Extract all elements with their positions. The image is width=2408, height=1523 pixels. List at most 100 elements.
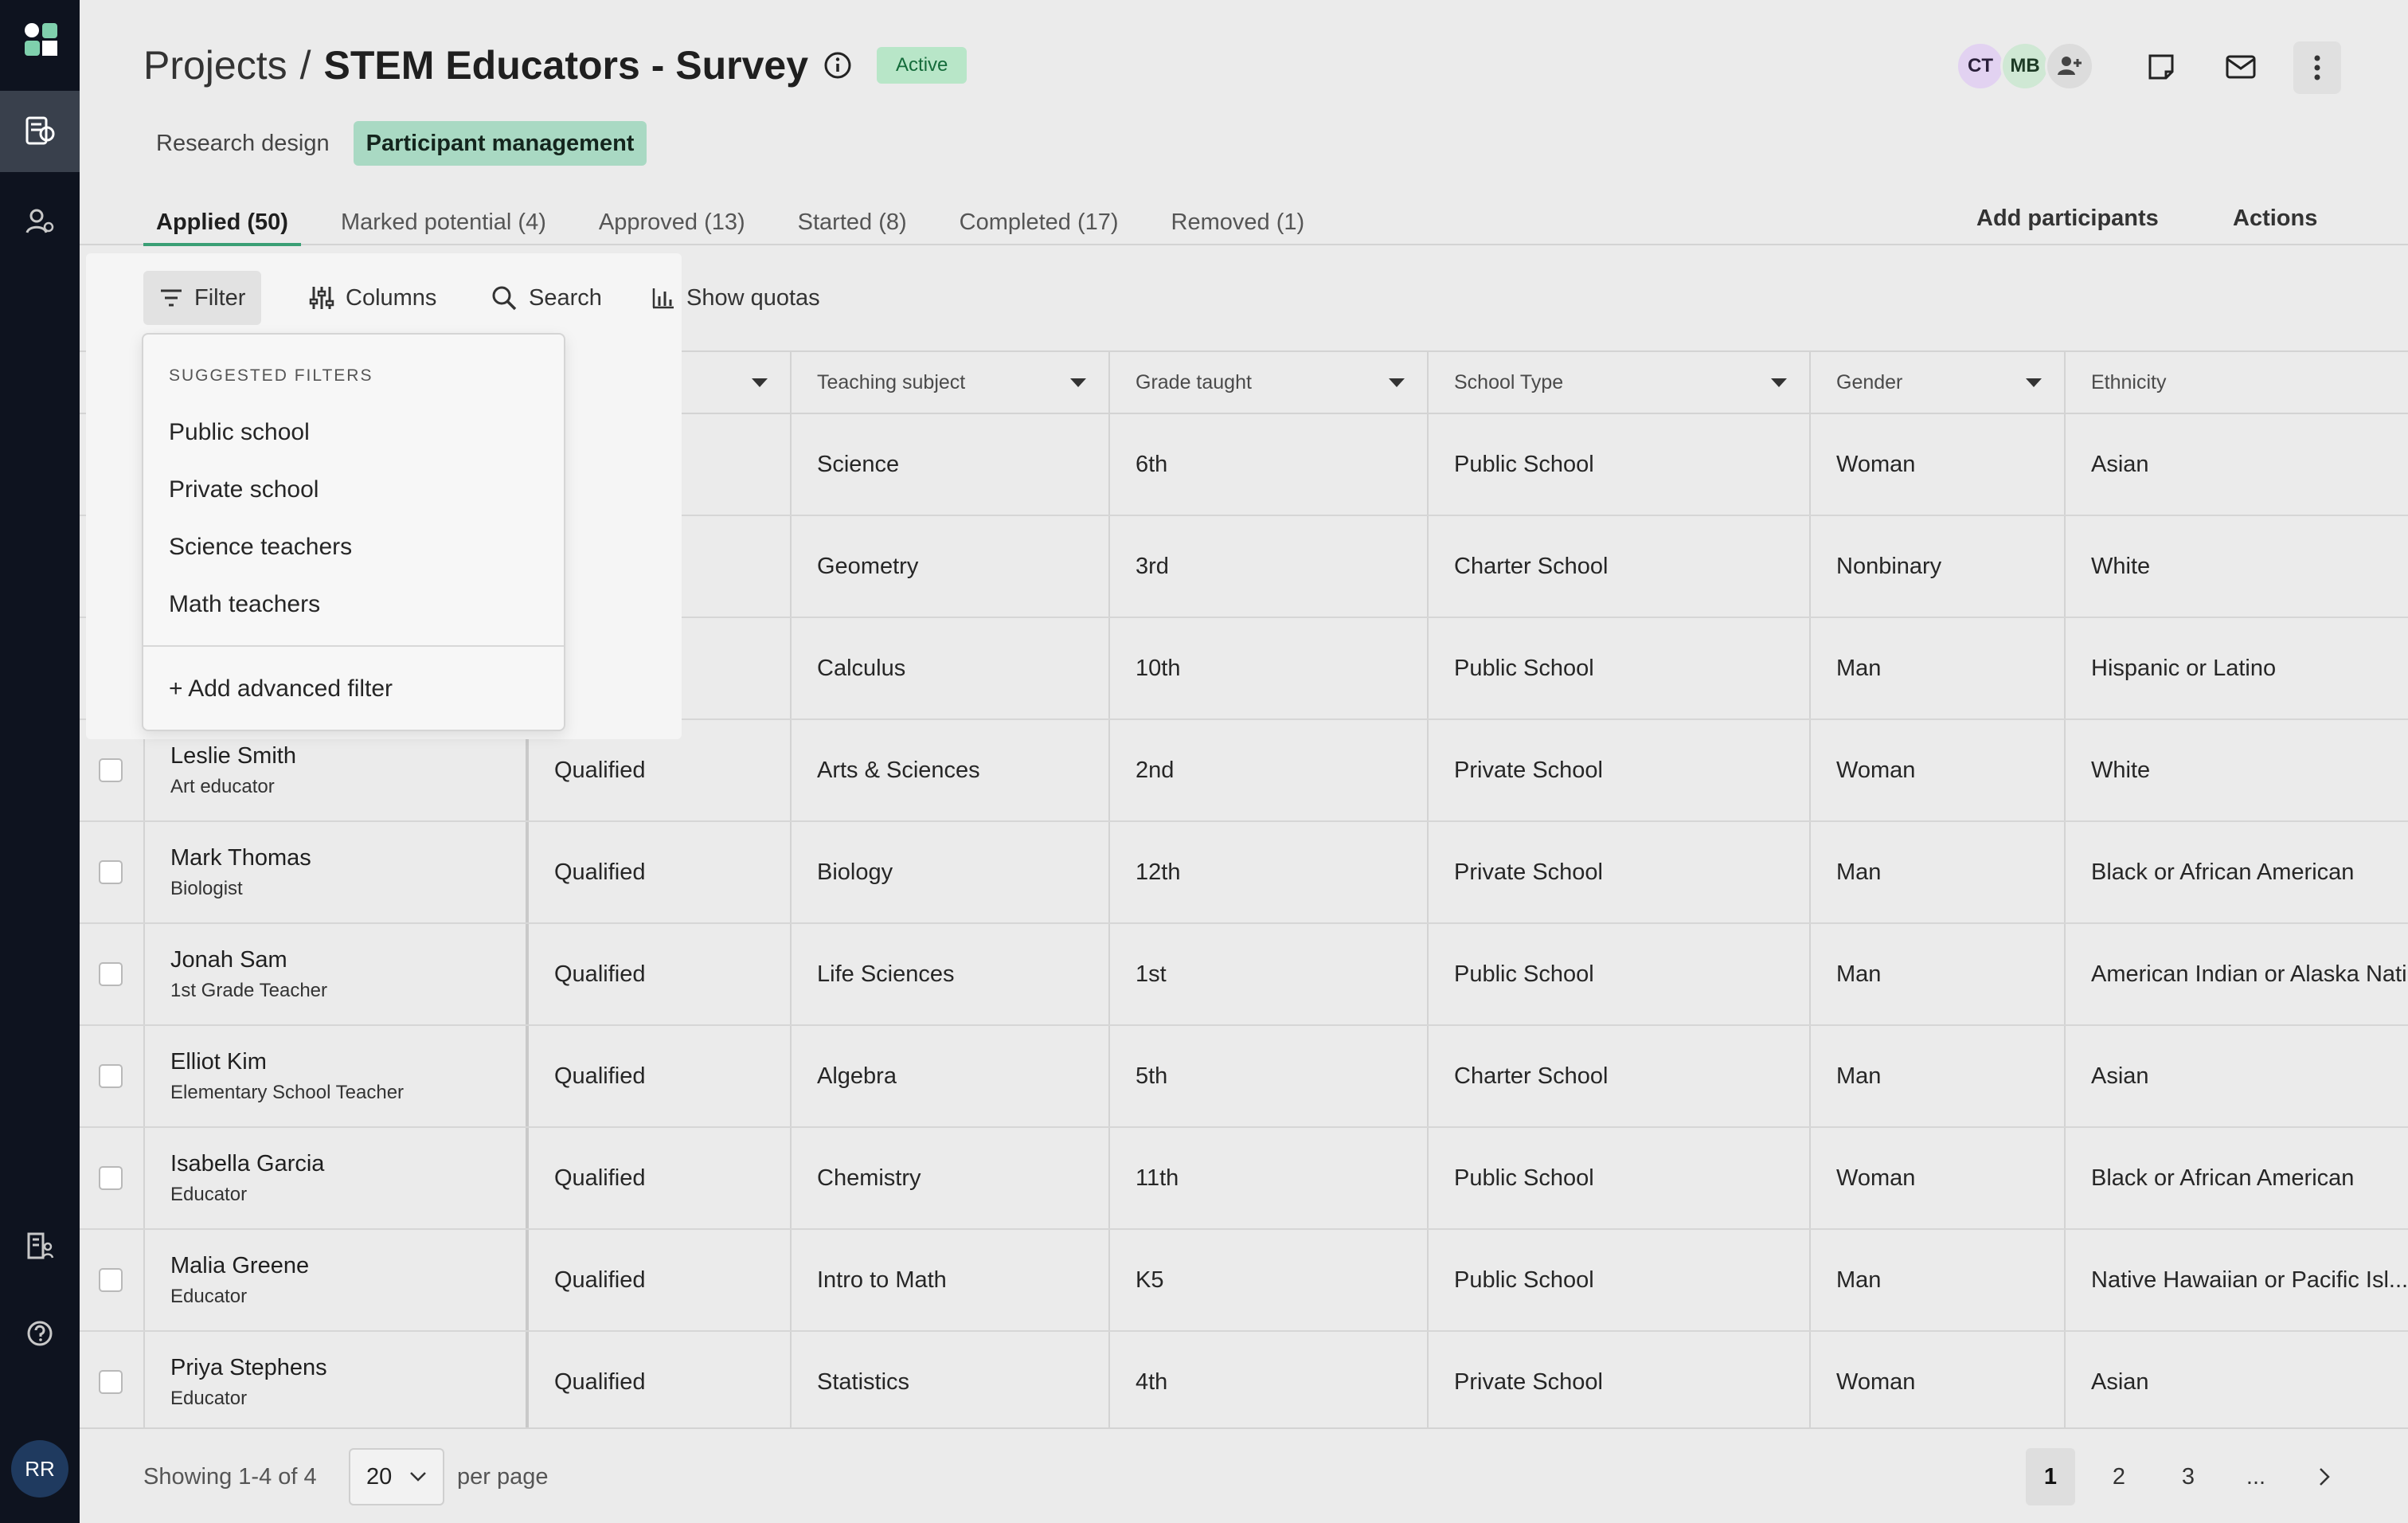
search-button[interactable]: Search xyxy=(475,271,618,325)
sort-caret-icon[interactable] xyxy=(1070,378,1086,387)
dropdown-divider xyxy=(143,645,564,647)
next-page-button[interactable] xyxy=(2300,1448,2349,1505)
suggested-filters-heading: SUGGESTED FILTERS xyxy=(169,366,373,385)
table-row[interactable]: Malia Greene Educator Qualified Intro to Ma… xyxy=(80,1230,2408,1332)
user-avatar[interactable]: RR xyxy=(11,1440,68,1498)
column-header-teaching-subject[interactable]: Teaching subject xyxy=(792,352,1110,413)
filter-option-private-school[interactable]: Private school xyxy=(169,476,319,503)
projects-icon[interactable] xyxy=(21,112,59,150)
table-row[interactable]: Mark Thomas Biologist Qualified Biology 12th… xyxy=(80,822,2408,924)
teaching-subject-cell: Arts & Sciences xyxy=(792,720,1110,820)
breadcrumb: Projects / STEM Educators - Survey Activ… xyxy=(143,40,968,91)
mail-icon[interactable] xyxy=(2220,46,2261,88)
gender-cell: Man xyxy=(1811,822,2066,922)
participant-name[interactable]: Elliot Kim xyxy=(170,1048,267,1075)
participant-name[interactable]: Mark Thomas xyxy=(170,844,311,871)
sort-caret-icon[interactable] xyxy=(752,378,768,387)
table-row[interactable]: Elliot Kim Elementary School Teacher Quali… xyxy=(80,1026,2408,1128)
row-checkbox[interactable] xyxy=(99,962,123,986)
participants-icon[interactable] xyxy=(21,202,59,241)
sort-caret-icon[interactable] xyxy=(2026,378,2042,387)
sort-caret-icon[interactable] xyxy=(1389,378,1405,387)
organization-icon[interactable] xyxy=(21,1227,59,1265)
tab-marked-potential[interactable]: Marked potential (4) xyxy=(340,209,546,235)
participant-name-cell[interactable]: Leslie Smith Art educator xyxy=(145,720,529,820)
per-page-select[interactable]: 20 xyxy=(349,1448,444,1505)
column-header-label: Teaching subject xyxy=(817,370,966,393)
participant-name-cell[interactable]: Malia Greene Educator xyxy=(145,1230,529,1330)
status-cell: Qualified xyxy=(529,1332,792,1432)
tab-started[interactable]: Started (8) xyxy=(797,209,907,235)
app-logo[interactable] xyxy=(22,21,61,59)
row-checkbox[interactable] xyxy=(99,1064,123,1088)
add-participants-button[interactable]: Add participants xyxy=(1976,205,2159,231)
column-header-label: Ethnicity xyxy=(2091,370,2167,393)
row-select-cell xyxy=(80,1026,145,1126)
school-type-cell: Charter School xyxy=(1429,1026,1811,1126)
filter-option-science-teachers[interactable]: Science teachers xyxy=(169,534,353,560)
column-header-school-type[interactable]: School Type xyxy=(1429,352,1811,413)
column-header-grade-taught[interactable]: Grade taught xyxy=(1110,352,1429,413)
participant-name[interactable]: Leslie Smith xyxy=(170,742,296,769)
participant-name-cell[interactable]: Elliot Kim Elementary School Teacher xyxy=(145,1026,529,1126)
show-quotas-button[interactable]: Show quotas xyxy=(635,271,836,325)
participant-name[interactable]: Malia Greene xyxy=(170,1252,310,1278)
view-tabs: Research design Participant management xyxy=(143,121,647,166)
table-row[interactable]: Jonah Sam 1st Grade Teacher Qualified Life … xyxy=(80,924,2408,1026)
participant-name-cell[interactable]: Isabella Garcia Educator xyxy=(145,1128,529,1228)
participant-name-cell[interactable]: Jonah Sam 1st Grade Teacher xyxy=(145,924,529,1024)
info-icon[interactable] xyxy=(823,50,853,80)
tab-participant-management[interactable]: Participant management xyxy=(353,121,647,166)
row-select-cell xyxy=(80,720,145,820)
teaching-subject-cell: Calculus xyxy=(792,618,1110,718)
filter-option-math-teachers[interactable]: Math teachers xyxy=(169,591,321,617)
help-icon[interactable] xyxy=(21,1314,59,1353)
tab-completed[interactable]: Completed (17) xyxy=(959,209,1119,235)
row-checkbox[interactable] xyxy=(99,1268,123,1292)
ethnicity-cell: American Indian or Alaska Nati xyxy=(2091,961,2407,987)
row-checkbox[interactable] xyxy=(99,758,123,782)
row-checkbox[interactable] xyxy=(99,1370,123,1394)
columns-button[interactable]: Columns xyxy=(293,271,452,325)
teaching-subject-cell: Chemistry xyxy=(792,1128,1110,1228)
filter-button[interactable]: Filter xyxy=(143,271,262,325)
column-header-ethnicity[interactable]: Ethnicity xyxy=(2066,352,2408,413)
notes-icon[interactable] xyxy=(2140,46,2182,88)
breadcrumb-projects-link[interactable]: Projects xyxy=(143,43,287,88)
column-header-label: Grade taught xyxy=(1136,370,1252,393)
table-row[interactable]: Priya Stephens Educator Qualified Statistic… xyxy=(80,1332,2408,1434)
tab-applied[interactable]: Applied (50) xyxy=(143,201,301,246)
participant-name-cell[interactable]: Priya Stephens Educator xyxy=(145,1332,529,1432)
participant-role: Educator xyxy=(170,1183,248,1205)
row-checkbox[interactable] xyxy=(99,1166,123,1190)
row-select-cell xyxy=(80,1128,145,1228)
page-button-2[interactable]: 2 xyxy=(2112,1463,2126,1490)
sort-caret-icon[interactable] xyxy=(1771,378,1787,387)
page-title: STEM Educators - Survey xyxy=(323,43,809,88)
column-header-gender[interactable]: Gender xyxy=(1811,352,2066,413)
add-advanced-filter-button[interactable]: + Add advanced filter xyxy=(169,675,393,702)
actions-button[interactable]: Actions xyxy=(2233,205,2318,231)
participant-name-cell[interactable]: Mark Thomas Biologist xyxy=(145,822,529,922)
gender-cell: Man xyxy=(1811,618,2066,718)
table-footer: Showing 1-4 of 4 20 per page 1 2 3 ... xyxy=(80,1427,2408,1523)
participant-role: Educator xyxy=(170,1285,248,1307)
page-button-1[interactable]: 1 xyxy=(2026,1448,2075,1505)
filter-option-public-school[interactable]: Public school xyxy=(169,419,310,445)
participant-name[interactable]: Priya Stephens xyxy=(170,1354,327,1380)
participant-name[interactable]: Jonah Sam xyxy=(170,946,287,973)
participant-name[interactable]: Isabella Garcia xyxy=(170,1150,325,1177)
gender-cell: Woman xyxy=(1811,1332,2066,1432)
table-row[interactable]: Isabella Garcia Educator Qualified Chemistr… xyxy=(80,1128,2408,1230)
tab-research-design[interactable]: Research design xyxy=(156,130,330,156)
gender-cell: Nonbinary xyxy=(1811,516,2066,617)
add-collaborator-icon[interactable] xyxy=(2045,41,2094,91)
page-button-3[interactable]: 3 xyxy=(2181,1463,2195,1490)
filter-button-label: Filter xyxy=(194,284,246,311)
row-checkbox[interactable] xyxy=(99,860,123,884)
tab-removed[interactable]: Removed (1) xyxy=(1171,209,1305,235)
more-options-icon[interactable] xyxy=(2293,41,2341,94)
avatar[interactable]: CT xyxy=(1956,41,2005,91)
tab-approved[interactable]: Approved (13) xyxy=(598,209,745,235)
avatar[interactable]: MB xyxy=(2000,41,2050,91)
